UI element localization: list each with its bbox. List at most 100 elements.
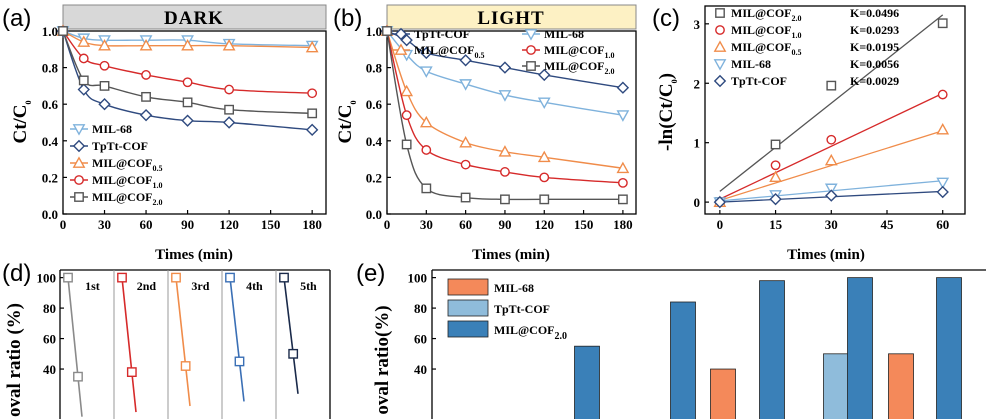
panel-b-data-point <box>500 167 510 177</box>
panel-c-legend-name: MIL@COF <box>731 6 792 20</box>
panel-b-y-tick-label: 0.6 <box>366 97 383 112</box>
panel-c-x-tick-label: 60 <box>936 217 949 232</box>
panel-a-plot-frame <box>62 30 327 215</box>
panel-a-legend-entry: MIL@COF0.5 <box>92 156 163 173</box>
panel-a-data-point <box>139 38 153 51</box>
panel-a-legend-marker <box>72 124 86 136</box>
panel-a-legend-marker <box>74 192 84 202</box>
panel-b-data-point <box>400 33 413 47</box>
panel-c-x-tick-label: 0 <box>717 217 724 232</box>
panel-b-data-point <box>420 46 433 60</box>
panel-d-cycle-label: 5th <box>300 279 317 293</box>
panel-b-banner: LIGHT <box>477 8 544 29</box>
panel-e-y-tick-label: 100 <box>408 271 428 286</box>
panel-a-legend-name: MIL@COF <box>92 190 153 204</box>
panel-a-y-tick-label: 0.0 <box>42 207 58 222</box>
panel-b-y-tick-label: 0.2 <box>366 170 382 185</box>
panel-c-legend-subscript: 2.0 <box>792 14 802 23</box>
panel-d-y-tick-label: 40 <box>43 362 56 377</box>
panel-c-rate-constant: K=0.0056 <box>850 57 899 71</box>
panel-c-legend-subscript: 1.0 <box>792 31 802 40</box>
panel-b-legend-marker <box>526 61 536 71</box>
panel-b-x-tick-label: 150 <box>574 217 594 232</box>
panel-d-recycling: (d) oval ratio (%) 40 60 80 100 1st 2nd 3rd 4th… <box>2 260 331 419</box>
panel-b-x-tick-label: 30 <box>420 217 433 232</box>
panel-d-y-tick-label: 80 <box>43 301 56 316</box>
panel-c-data-point <box>770 139 781 150</box>
panel-e-bar <box>847 277 873 419</box>
panel-a-data-point <box>182 77 193 88</box>
panel-a-legend-marker <box>72 156 86 168</box>
panel-a-data-point <box>224 104 235 115</box>
panel-e-legend-swatch <box>447 299 489 317</box>
panel-c-rate-constant: K=0.0195 <box>850 40 899 54</box>
panel-b-legend-marker <box>394 27 408 41</box>
panel-c-data-point <box>770 160 781 171</box>
panel-a-x-tick-label: 90 <box>181 217 194 232</box>
panel-e-legend-entry: MIL@COF2.0 <box>494 323 567 342</box>
panel-a-data-point <box>222 116 236 129</box>
panel-b-data-point <box>419 115 433 128</box>
panel-b-legend-marker <box>394 43 408 55</box>
panel-a-x-tick-label: 150 <box>261 217 281 232</box>
panel-b-data-point <box>460 192 471 203</box>
panel-b-data-point <box>421 183 432 194</box>
panel-a-data-point <box>305 40 319 53</box>
panel-c-y-tick-label: 3 <box>694 17 701 32</box>
panel-a-x-axis-title: Times (min) <box>155 247 233 263</box>
panel-a-legend-subscript: 2.0 <box>153 198 163 207</box>
panel-c-data-point <box>713 195 727 209</box>
panel-c-x-tick-label: 45 <box>881 217 895 232</box>
panel-c-legend-entry: MIL-68 <box>731 57 771 71</box>
panel-b-banner-background <box>386 4 637 30</box>
panel-a-data-point <box>99 60 110 71</box>
panel-c-legend-marker <box>713 59 727 71</box>
panel-e-legend-entry: MIL-68 <box>494 281 534 295</box>
panel-b-data-point <box>537 97 551 110</box>
panel-b-data-point <box>616 161 630 174</box>
panel-a-x-tick-label: 0 <box>60 217 67 232</box>
panel-a-data-point <box>98 38 111 51</box>
panel-c-data-point <box>826 80 837 91</box>
panel-e-bar <box>670 301 696 419</box>
panel-a-legend-entry: TpTt-COF <box>92 139 148 153</box>
panel-d-cycle-label: 3rd <box>191 279 209 293</box>
panel-a-data-point <box>77 35 91 47</box>
panel-c-data-point <box>936 185 949 199</box>
panel-b-legend-name: MIL@COF <box>414 43 475 57</box>
panel-b-legend-name: MIL@COF <box>544 43 605 57</box>
panel-d-y-tick-label: 100 <box>37 271 57 286</box>
panel-d-cycle-line <box>229 277 245 402</box>
panel-a-data-point <box>99 80 110 91</box>
panel-c-legend-name: MIL@COF <box>731 23 792 37</box>
panel-b-legend-entry: MIL-68 <box>544 27 584 41</box>
panel-b-data-point <box>459 79 473 91</box>
panel-b-y-tick-label: 0.4 <box>366 134 383 149</box>
panel-a-legend-entry: MIL@COF2.0 <box>92 190 163 207</box>
panel-d-cycle-line <box>121 277 137 413</box>
panel-d-y-axis-title: oval ratio (%) <box>4 303 25 417</box>
panel-b-data-point <box>498 145 512 157</box>
panel-d-data-point <box>73 371 83 382</box>
panel-e-y-tick-label: 80 <box>414 301 427 316</box>
panel-a-data-point <box>78 53 89 64</box>
panel-e-legend-name: MIL@COF <box>494 323 555 337</box>
panel-a-data-point <box>77 83 90 96</box>
panel-e-removal-bars: (e) oval ratio(%) 40 60 80 100 MIL-68 TpTt-CO… <box>356 260 986 419</box>
panel-c-legend-marker <box>715 8 725 18</box>
panel-c-x-tick-label: 15 <box>769 217 783 232</box>
panel-c-fit-line <box>719 14 944 192</box>
panel-a-banner: DARK <box>164 8 224 29</box>
panel-a-data-point <box>98 98 111 111</box>
panel-b-plot-frame <box>386 30 637 215</box>
panel-c-legend-entry: MIL@COF0.5 <box>731 40 802 57</box>
panel-a-data-point <box>181 114 194 127</box>
panel-b-legend-subscript: 0.5 <box>475 51 485 60</box>
panel-b-label: (b) <box>333 5 362 32</box>
panel-a-data-point <box>141 70 151 80</box>
panel-a-x-tick-label: 120 <box>219 217 239 232</box>
panel-c-legend-name: MIL@COF <box>731 40 792 54</box>
panel-b-data-point <box>617 177 628 188</box>
panel-e-y-tick-label: 60 <box>414 332 427 347</box>
panel-c-y-tick-label: 2 <box>694 76 701 91</box>
